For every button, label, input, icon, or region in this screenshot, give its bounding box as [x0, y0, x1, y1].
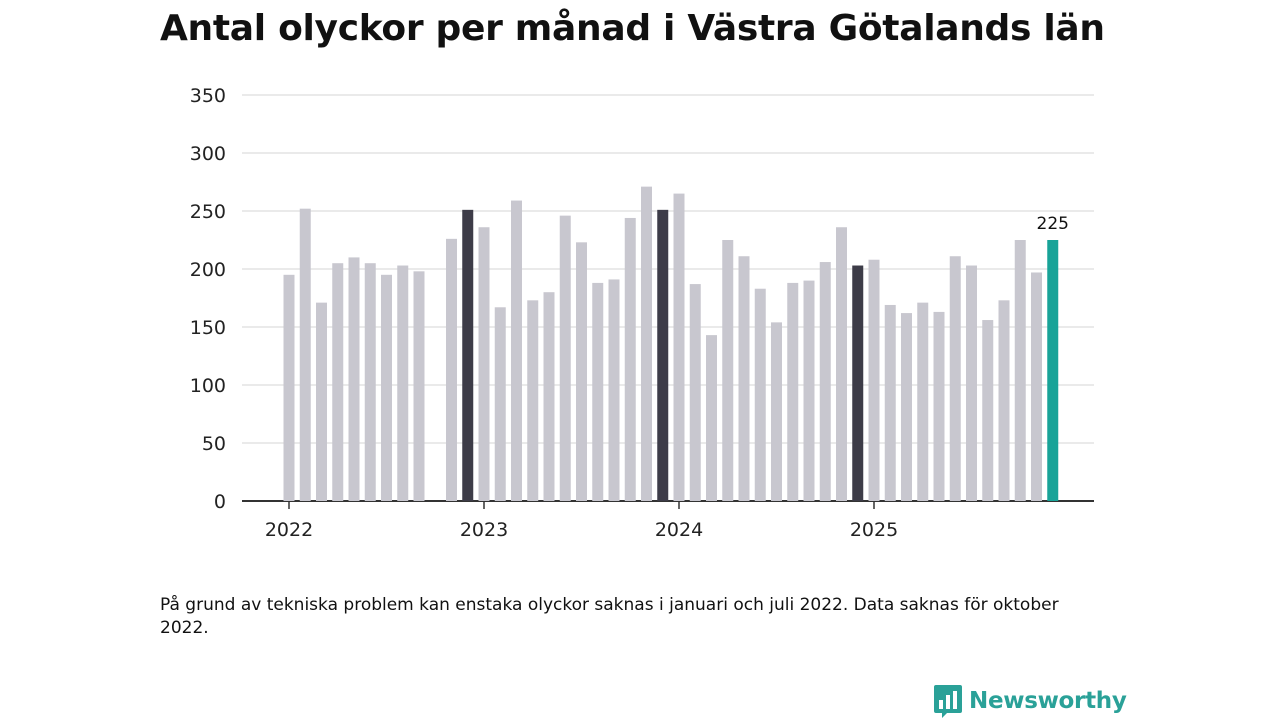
bar-2024-07 — [771, 322, 782, 501]
bar-2022-07 — [381, 274, 392, 501]
y-tick-labels: 0 50 100 150 200 250 300 350 — [190, 85, 226, 513]
x-tick-label-2025: 2025 — [850, 519, 898, 541]
bar-2024-05 — [738, 256, 750, 501]
bar-2024-10 — [819, 262, 831, 501]
y-tick-label-150: 150 — [190, 317, 226, 339]
bar-2024-06 — [754, 288, 766, 501]
y-tick-label-100: 100 — [190, 375, 226, 397]
bar-2025-09 — [998, 300, 1010, 501]
bar-2024-01 — [673, 193, 685, 501]
bar-2024-03 — [706, 335, 717, 501]
bar-2022-09 — [413, 271, 425, 501]
newsworthy-icon — [934, 685, 962, 718]
bar-2025-07 — [966, 265, 977, 501]
bar-2022-05 — [348, 257, 360, 501]
newsworthy-logo: Newsworthy — [933, 683, 1127, 719]
bar-2024-02 — [689, 284, 701, 501]
footnote: På grund av tekniska problem kan enstaka… — [160, 595, 1059, 638]
y-tick-label-50: 50 — [202, 433, 226, 455]
bar-2023-01 — [478, 227, 490, 502]
bar-2023-11 — [641, 186, 652, 501]
bars — [283, 186, 1059, 502]
bar-2023-12 — [657, 209, 669, 501]
x-tick-labels: 2022 2023 2024 2025 — [265, 501, 898, 541]
y-tick-label-300: 300 — [190, 143, 226, 165]
bar-2023-03 — [511, 200, 522, 501]
chart-title: Antal olyckor per månad i Västra Götalan… — [160, 8, 1105, 49]
bar-2023-10 — [624, 217, 636, 501]
bar-2022-03 — [316, 302, 327, 501]
x-tick-label-2022: 2022 — [265, 519, 313, 541]
bar-2025-06 — [949, 256, 961, 501]
y-tick-label-250: 250 — [190, 201, 226, 223]
brand-name: Newsworthy — [969, 688, 1127, 714]
data-label-latest: 225 — [1037, 214, 1069, 234]
x-tick-label-2024: 2024 — [655, 519, 703, 541]
bar-2024-09 — [803, 280, 815, 501]
bar-2023-08 — [592, 282, 604, 501]
bar-2024-08 — [787, 282, 799, 501]
bar-2025-10 — [1014, 240, 1026, 501]
bar-2025-01 — [868, 259, 880, 501]
bar-2024-04 — [722, 240, 734, 501]
bar-2022-08 — [397, 265, 409, 501]
bar-2025-02 — [884, 304, 896, 501]
bar-2022-01 — [283, 274, 295, 501]
bar-2025-11 — [1031, 272, 1042, 501]
bar-2025-03 — [901, 313, 912, 501]
bar-47 — [1047, 240, 1059, 501]
bar-2022-11 — [446, 238, 457, 501]
y-tick-label-200: 200 — [190, 259, 226, 281]
bar-2023-09 — [608, 279, 620, 501]
bar-2025-04 — [917, 302, 929, 501]
bar-2023-02 — [494, 307, 506, 501]
bar-2023-05 — [543, 292, 555, 501]
bar-2022-12 — [462, 209, 474, 501]
bar-2024-12 — [852, 265, 864, 501]
bar-2025-05 — [933, 311, 945, 501]
bar-2022-04 — [332, 263, 344, 501]
bar-2023-04 — [527, 300, 539, 501]
bar-2022-06 — [364, 263, 376, 501]
bar-2022-02 — [299, 208, 311, 501]
data-labels: 225 — [1037, 214, 1069, 234]
x-tick-label-2023: 2023 — [460, 519, 508, 541]
bar-2025-08 — [982, 320, 994, 501]
y-tick-label-350: 350 — [190, 85, 226, 107]
y-tick-label-0: 0 — [214, 491, 226, 513]
bar-2023-06 — [559, 215, 571, 501]
bar-2023-07 — [576, 242, 587, 501]
bar-2024-11 — [836, 227, 847, 502]
